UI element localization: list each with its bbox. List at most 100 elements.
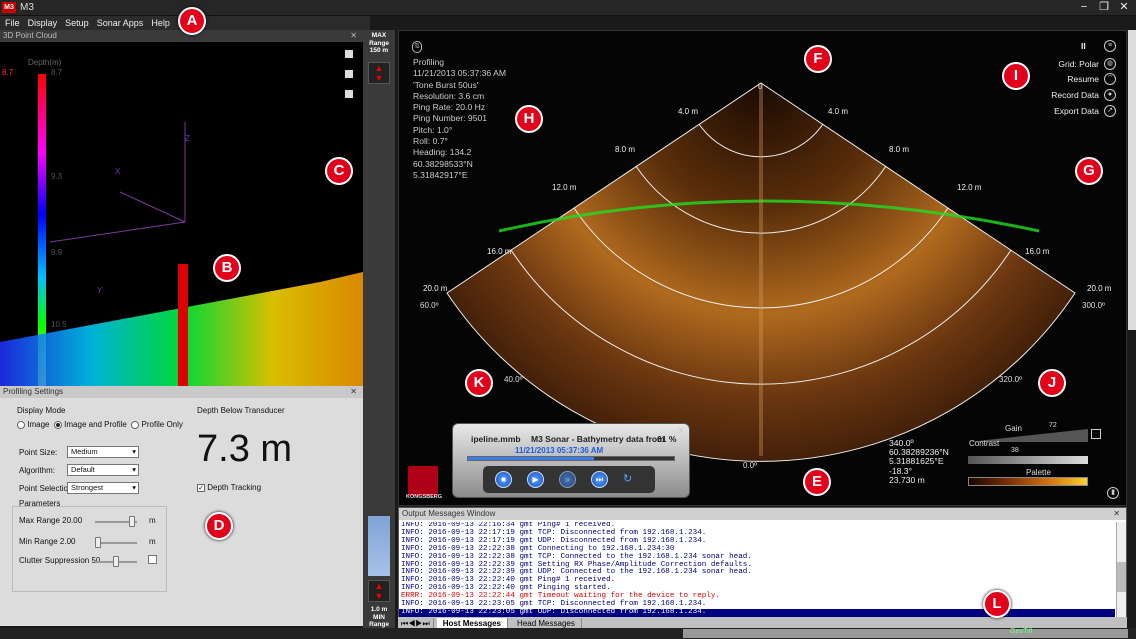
log-line[interactable]: INFO: 2016-09-13 22:23:05 gmt TCP: Disco… xyxy=(401,600,707,609)
record-data-button[interactable]: Record Data xyxy=(1051,90,1099,100)
log-line[interactable]: INFO: 2016-09-13 22:22:38 gmt TCP: Conne… xyxy=(401,552,752,561)
skip-end-button[interactable]: ⏭ xyxy=(591,471,608,488)
export-icon[interactable]: ↗ xyxy=(1104,105,1116,117)
export-data-button[interactable]: Export Data xyxy=(1054,106,1099,116)
menu-setup[interactable]: Setup xyxy=(65,18,89,28)
arrow-down-icon: ▼ xyxy=(374,591,384,601)
maximize-button[interactable]: ❐ xyxy=(1099,1,1109,13)
callout-k: K xyxy=(465,369,493,397)
range-level-fill[interactable] xyxy=(368,516,390,576)
log-line[interactable]: INFO: 2016-09-13 22:22:40 gmt Pinging st… xyxy=(401,584,611,593)
radio-image-and-profile[interactable] xyxy=(53,420,62,429)
clutter-checkbox[interactable] xyxy=(148,555,157,564)
log-line[interactable]: INFO: 2016-09-13 22:17:19 gmt TCP: Disco… xyxy=(401,528,707,537)
select-value: Strongest xyxy=(71,483,104,492)
info-line: Resolution: 3.6 cm xyxy=(413,90,485,101)
scroll-thumb[interactable] xyxy=(1117,562,1126,592)
min-range-slider[interactable] xyxy=(95,537,101,548)
log-line[interactable]: INFO: 2016-09-13 22:22:39 gmt UDP: Conne… xyxy=(401,568,752,577)
depth-tracking-row: ✓ Depth Tracking xyxy=(197,483,261,492)
profiling-settings-header: Profiling Settings ✕ xyxy=(0,386,363,398)
depth-axis-label: Depth(m) xyxy=(28,58,62,67)
radio-profile-only[interactable] xyxy=(131,420,140,429)
grid-polar-button[interactable]: Grid: Polar xyxy=(1058,59,1099,69)
gain-slider[interactable] xyxy=(968,429,1088,443)
point-cloud-panel: 3D Point Cloud ✕ Depth(m) 8.7 8.7 9.3 9.9… xyxy=(0,30,363,386)
close-button[interactable]: ✕ xyxy=(1119,1,1129,13)
arrow-up-icon: ▲ xyxy=(374,63,384,73)
pipeline-points xyxy=(178,264,188,386)
record-icon[interactable]: ● xyxy=(1104,89,1116,101)
panel-title: Profiling Settings xyxy=(3,387,64,396)
callout-g: G xyxy=(1075,157,1103,185)
player-percent: 61 % xyxy=(657,434,677,444)
menu-icon[interactable]: ≡ xyxy=(1104,40,1116,52)
max-range-slider[interactable] xyxy=(129,516,135,527)
player-progress-track[interactable] xyxy=(467,456,675,461)
angle-label: 0 xyxy=(758,82,763,91)
stop-button[interactable]: ■ xyxy=(495,471,512,488)
chevron-down-icon: ▾ xyxy=(132,447,136,456)
radio-label: Image xyxy=(27,420,50,429)
log-line[interactable]: INFO: 2016-09-13 22:22:38 gmt Connecting… xyxy=(401,544,675,553)
fast-forward-button[interactable]: » xyxy=(559,471,576,488)
contrast-slider[interactable] xyxy=(968,456,1088,464)
panel-close-icon[interactable]: ✕ xyxy=(350,387,357,396)
max-range-label: Max Range 20.00 xyxy=(19,516,83,525)
depth-tracking-checkbox[interactable]: ✓ xyxy=(197,483,205,492)
resume-button[interactable]: Resume xyxy=(1067,74,1099,84)
point-selection-select[interactable]: Strongest ▾ xyxy=(67,482,139,494)
range-label: 4.0 m xyxy=(678,107,699,116)
range-label: 12.0 m xyxy=(957,183,982,192)
output-header: Output Messages Window ✕ xyxy=(399,508,1126,520)
log-scrollbar[interactable] xyxy=(1116,522,1126,617)
orientation-icon[interactable]: ⇅ xyxy=(412,41,422,53)
point-size-select[interactable]: Medium ▾ xyxy=(67,446,139,458)
menu-sonar-apps[interactable]: Sonar Apps xyxy=(96,18,144,28)
log-line[interactable]: INFO: 2016-09-13 22:23:05 gmt UDP: Disco… xyxy=(399,608,1115,617)
angle-label: 60.0º xyxy=(420,301,439,310)
clutter-slider[interactable] xyxy=(113,556,119,567)
log-line[interactable]: INFO: 2016-09-13 22:17:19 gmt UDP: Disco… xyxy=(401,536,707,545)
arrow-down-icon: ▼ xyxy=(374,73,384,83)
max-range-spinner[interactable]: ▲ ▼ xyxy=(368,62,390,84)
log-line[interactable]: INFO: 2016-09-13 22:22:40 gmt Ping# 1 re… xyxy=(401,576,616,585)
depth-top-value: 8.7 xyxy=(2,68,14,77)
info-line: 11/21/2013 05:37:36 AM xyxy=(413,68,507,79)
log-line[interactable]: INFO: 2016-09-13 22:16:34 gmt Ping# 1 re… xyxy=(401,522,616,529)
unit-label: m xyxy=(149,537,156,546)
menu-display[interactable]: Display xyxy=(27,18,58,28)
palette-selector[interactable] xyxy=(968,477,1088,486)
menu-help[interactable]: Help xyxy=(151,18,170,28)
log-list[interactable]: INFO: 2016-09-13 22:16:34 gmt Ping# 1 re… xyxy=(399,522,1115,617)
panel-close-icon[interactable]: ✕ xyxy=(1113,509,1120,518)
tab-head-messages[interactable]: Head Messages xyxy=(511,618,582,629)
menu-file[interactable]: File xyxy=(5,18,20,28)
angle-label: 40.0º xyxy=(504,375,523,384)
log-line[interactable]: INFO: 2016-09-13 22:22:39 gmt Setting RX… xyxy=(401,560,752,569)
point-cloud-view[interactable] xyxy=(0,42,363,386)
player-close-icon[interactable]: ✕ xyxy=(677,426,686,437)
depth-tracking-label: Depth Tracking xyxy=(207,483,262,492)
range-label: 20.0 m xyxy=(1087,284,1112,293)
player-controls: ■ ▶ » ⏭ ↻ xyxy=(483,466,655,493)
minimize-button[interactable]: − xyxy=(1080,1,1088,13)
gain-checkbox[interactable] xyxy=(1091,429,1101,439)
right-toolbar[interactable] xyxy=(1128,30,1136,330)
loop-icon[interactable]: ↻ xyxy=(623,473,633,485)
wifi-icon[interactable]: ⌔ xyxy=(1104,73,1116,85)
player-timestamp: 11/21/2013 05:37:36 AM xyxy=(515,446,604,455)
globe-icon[interactable]: ◍ xyxy=(1104,58,1116,70)
sonar-fan xyxy=(446,82,1076,462)
min-range-spinner[interactable]: ▲ ▼ xyxy=(368,580,390,602)
log-line[interactable]: ERRR: 2016-09-13 22:22:44 gmt Timeout wa… xyxy=(401,592,720,601)
pause-button[interactable]: II xyxy=(1081,41,1086,51)
radio-image[interactable] xyxy=(17,420,25,429)
panel-close-icon[interactable]: ✕ xyxy=(350,31,357,40)
play-button[interactable]: ▶ xyxy=(527,471,544,488)
signal-icon[interactable]: ▮ xyxy=(1107,487,1119,499)
algorithm-select[interactable]: Default ▾ xyxy=(67,464,139,476)
min-range-label: Min Range 2.00 xyxy=(19,537,76,546)
range-label: 20.0 m xyxy=(423,284,448,293)
geotiff-status: GeoTiff xyxy=(1010,628,1033,635)
